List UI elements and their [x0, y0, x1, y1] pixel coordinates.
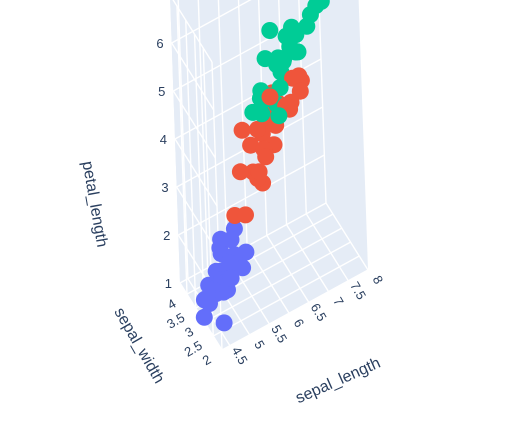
- y-grid-floor: [221, 269, 369, 351]
- data-point[interactable]: [270, 107, 288, 125]
- data-point[interactable]: [248, 120, 266, 138]
- z-tick-labels: 1 2 3 4 5 6 7: [155, 0, 172, 291]
- z-grid-back: [177, 154, 325, 236]
- data-point[interactable]: [237, 206, 254, 224]
- x-tick-label: 8: [370, 273, 387, 287]
- z-grid-side: [176, 186, 220, 255]
- data-point[interactable]: [201, 295, 218, 312]
- y-axis-title: sepal_width: [110, 305, 167, 387]
- data-point[interactable]: [212, 230, 230, 248]
- x-tick-label: 5.5: [268, 322, 290, 345]
- y-z-wall: [170, 0, 222, 350]
- z-tick-label: 2: [163, 228, 170, 243]
- z-grid-back: [179, 202, 327, 284]
- y-tick-label: 2: [200, 352, 214, 369]
- data-points: [195, 0, 330, 332]
- x-tick-label: 6.5: [308, 301, 330, 324]
- grid-lines: [171, 0, 369, 351]
- data-point[interactable]: [242, 136, 260, 154]
- data-point[interactable]: [222, 269, 240, 287]
- data-point[interactable]: [231, 163, 249, 181]
- data-point[interactable]: [261, 22, 279, 39]
- data-point[interactable]: [195, 308, 213, 326]
- data-point[interactable]: [215, 314, 233, 332]
- y-grid-floor: [212, 255, 360, 337]
- data-point[interactable]: [274, 53, 292, 70]
- data-point[interactable]: [284, 69, 301, 87]
- data-point[interactable]: [250, 163, 268, 181]
- z-tick-label: 7: [155, 0, 162, 3]
- z-axis-title: petal_length: [78, 160, 110, 249]
- data-point[interactable]: [253, 105, 271, 123]
- z-grid-back: [171, 0, 252, 44]
- z-grid-side: [172, 90, 216, 159]
- z-grid-side: [172, 0, 213, 63]
- z-grid-side: [174, 138, 218, 207]
- y-tick-label: 3: [182, 324, 196, 341]
- z-grid-side: [171, 42, 215, 111]
- x-axis-title: sepal_length: [293, 355, 383, 407]
- data-point[interactable]: [287, 43, 305, 61]
- x-tick-label: 7.5: [347, 279, 369, 302]
- x-tick-label: 4.5: [229, 344, 251, 367]
- z-tick-label: 6: [156, 36, 163, 51]
- data-point[interactable]: [234, 259, 252, 277]
- data-point[interactable]: [257, 148, 275, 166]
- z-tick-label: 3: [161, 180, 168, 195]
- x-tick-label: 6: [291, 316, 308, 330]
- y-grid-floor: [204, 241, 351, 323]
- data-point[interactable]: [261, 88, 279, 106]
- x-tick-label: 5: [251, 338, 268, 352]
- y-tick-label: 4: [165, 296, 179, 313]
- z-tick-label: 4: [160, 132, 167, 147]
- z-tick-label: 5: [158, 84, 165, 99]
- data-point[interactable]: [312, 0, 330, 10]
- x-tick-label: 7: [330, 294, 347, 308]
- data-point[interactable]: [221, 254, 239, 272]
- data-point[interactable]: [233, 121, 251, 139]
- z-tick-label: 1: [165, 276, 172, 291]
- data-point[interactable]: [291, 82, 309, 100]
